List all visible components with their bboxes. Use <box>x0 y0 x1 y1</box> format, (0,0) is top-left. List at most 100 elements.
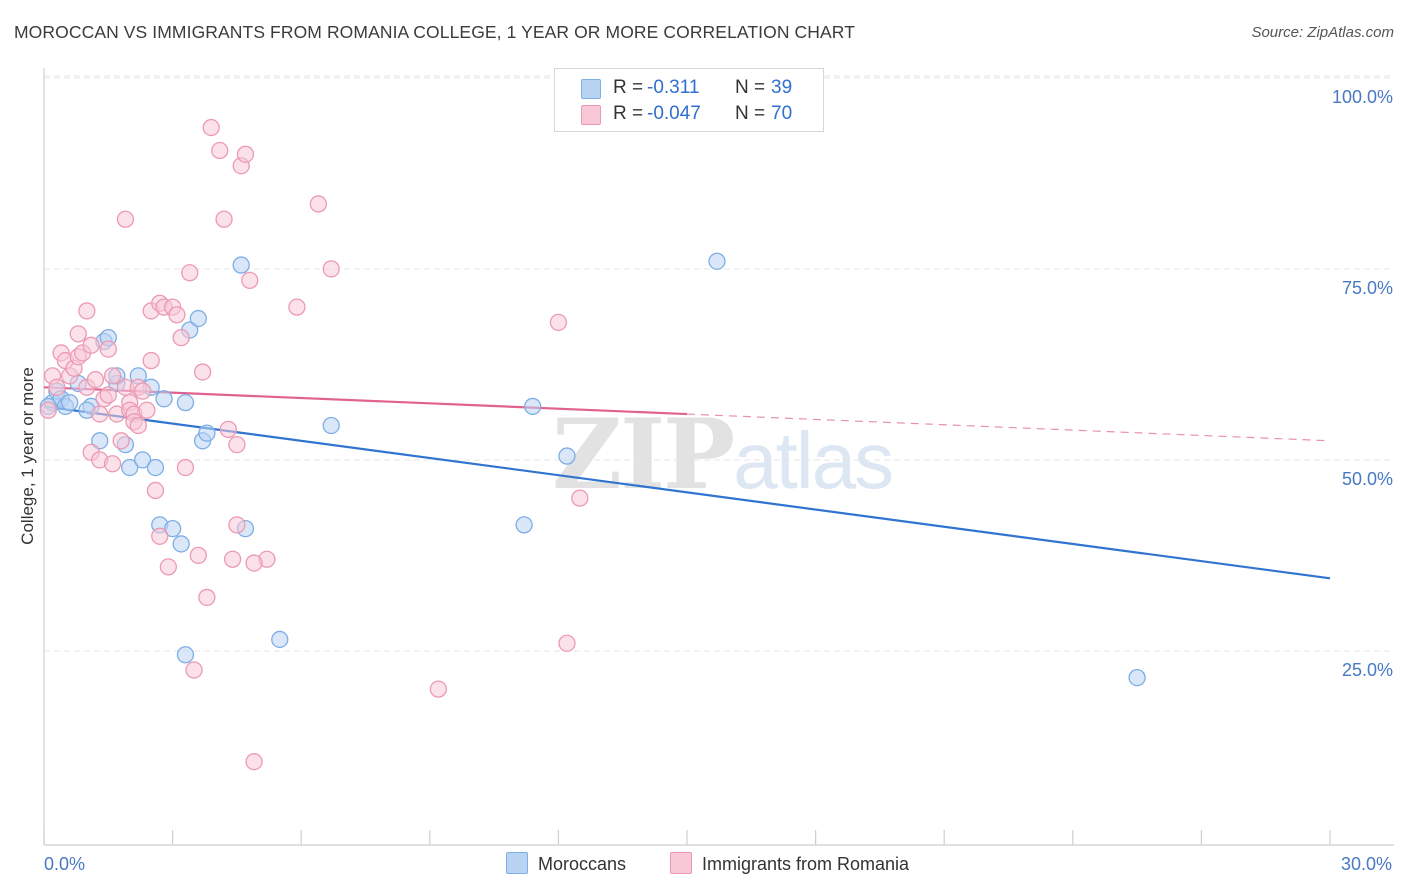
data-point-pink <box>189 546 207 565</box>
data-point-pink <box>39 401 57 419</box>
data-point-pink <box>288 298 306 316</box>
legend-r-value: -0.047 <box>647 103 701 124</box>
y-tick-label: 25.0% <box>1342 660 1393 680</box>
tick-label-layer: 25.0% 50.0% 75.0% 100.0% 0.0% 30.0% <box>44 87 1393 874</box>
data-point-blue <box>189 309 207 328</box>
series-swatch-pink <box>670 852 692 874</box>
data-point-pink <box>69 325 87 343</box>
legend-swatch-pink <box>581 105 601 125</box>
data-point-pink <box>571 489 589 507</box>
data-point-pink <box>429 680 448 698</box>
data-point-pink <box>151 527 169 545</box>
data-point-pink <box>159 558 177 576</box>
data-point-blue <box>515 516 533 534</box>
data-point-blue <box>176 646 195 664</box>
data-point-blue <box>146 458 165 477</box>
source-credit: Source: ZipAtlas.com <box>1251 24 1394 41</box>
data-point-pink <box>82 336 100 354</box>
data-point-pink <box>223 550 242 568</box>
data-point-pink <box>176 458 195 477</box>
data-point-pink <box>245 554 263 572</box>
data-point-pink <box>558 634 576 652</box>
legend-n-label: N = <box>735 77 766 98</box>
legend-r-value: -0.311 <box>647 77 700 98</box>
data-point-blue <box>163 520 182 538</box>
y-tick-label: 75.0% <box>1342 278 1393 298</box>
data-point-pink <box>129 416 147 435</box>
data-point-pink <box>322 260 340 278</box>
data-point-pink <box>86 371 105 389</box>
data-point-pink <box>142 351 160 370</box>
data-point-pink <box>193 363 212 381</box>
data-point-pink <box>215 210 233 228</box>
data-point-pink <box>228 435 246 454</box>
data-point-pink <box>168 306 186 324</box>
data-point-blue <box>121 458 139 477</box>
data-point-pink <box>99 340 117 358</box>
series-legend-romania: Immigrants from Romania <box>670 852 909 876</box>
data-point-blue <box>198 424 216 442</box>
legend-n-value: 39 <box>771 77 793 98</box>
series-legend-moroccans: Moroccans <box>506 852 626 876</box>
data-point-pink <box>103 367 122 385</box>
data-point-pink <box>202 118 220 137</box>
legend-r-label: R = <box>613 77 644 98</box>
data-point-pink <box>48 378 66 396</box>
data-point-blue <box>91 432 109 450</box>
data-point-pink <box>146 481 165 500</box>
data-point-pink <box>112 432 130 450</box>
legend-swatch-blue <box>581 79 601 99</box>
data-point-pink <box>181 264 199 282</box>
data-point-blue <box>558 447 576 465</box>
data-point-pink <box>198 588 216 607</box>
data-point-pink <box>116 210 135 228</box>
data-point-pink <box>228 516 246 534</box>
data-point-blue <box>133 451 152 469</box>
data-point-blue <box>176 393 195 412</box>
series-swatch-blue <box>506 852 528 874</box>
data-point-pink <box>236 145 255 163</box>
data-point-pink <box>138 401 156 419</box>
data-point-pink <box>91 405 109 423</box>
data-point-pink <box>103 455 122 473</box>
x-tick-label: 30.0% <box>1341 854 1392 874</box>
trend-line-blue <box>43 405 1331 580</box>
data-point-blue <box>708 252 726 270</box>
data-point-blue <box>172 535 190 553</box>
data-point-blue <box>322 416 340 435</box>
data-point-pink <box>172 329 190 347</box>
y-tick-label: 50.0% <box>1342 469 1393 489</box>
legend-row-moroccans: R = -0.311 N = 39 <box>555 75 823 101</box>
data-point-blue <box>524 397 542 416</box>
axis-layer <box>43 68 1394 846</box>
data-point-pink <box>185 661 203 679</box>
data-point-blue <box>1128 668 1146 687</box>
trend-layer <box>43 386 1331 580</box>
series-name-moroccans: Moroccans <box>538 854 627 874</box>
data-point-pink <box>309 195 327 213</box>
legend-n-value: 70 <box>771 103 793 124</box>
data-point-pink <box>245 753 263 771</box>
data-point-blue <box>61 393 79 412</box>
data-point-pink <box>99 386 117 404</box>
point-layer <box>39 118 1146 771</box>
data-point-blue <box>271 630 289 649</box>
series-name-romania: Immigrants from Romania <box>702 854 910 874</box>
legend-n-label: N = <box>735 103 766 124</box>
x-tick-label: 0.0% <box>44 854 85 874</box>
trend-line-extension-pink <box>686 413 1331 442</box>
data-point-pink <box>219 420 237 438</box>
chart-title: MOROCCAN VS IMMIGRANTS FROM ROMANIA COLL… <box>14 22 856 42</box>
data-point-pink <box>133 382 152 400</box>
data-point-pink <box>549 313 568 332</box>
data-point-pink <box>78 302 96 320</box>
y-axis-label: College, 1 year or more <box>18 367 37 545</box>
y-tick-label: 100.0% <box>1332 87 1393 107</box>
data-point-blue <box>155 390 173 408</box>
data-point-blue <box>232 256 250 274</box>
legend-r-label: R = <box>613 103 644 124</box>
legend-row-romania: R = -0.047 N = 70 <box>555 101 823 127</box>
data-point-pink <box>241 271 259 290</box>
correlation-legend: R = -0.311 N = 39 R = -0.047 N = 70 <box>554 68 824 132</box>
